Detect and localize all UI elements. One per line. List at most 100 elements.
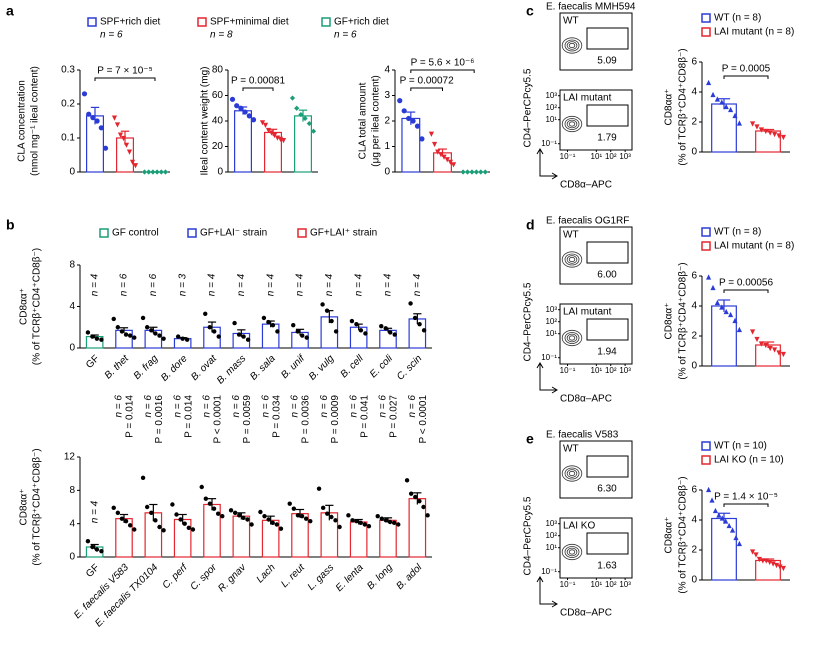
x-tick-label: C. spor [188, 562, 219, 593]
data-point [250, 117, 257, 123]
data-point [421, 328, 427, 333]
contour [566, 41, 578, 50]
data-point [329, 318, 334, 324]
data-point [203, 496, 209, 501]
data-point [261, 315, 267, 321]
data-point [408, 491, 414, 496]
data-point [482, 169, 488, 175]
data-point [94, 547, 100, 552]
y-tick-label: 2 [691, 331, 697, 342]
x-tick-label: 10⁻¹ [560, 366, 576, 375]
x-tick-label: B. unif [279, 352, 308, 381]
data-point [232, 510, 238, 516]
data-point [777, 564, 783, 570]
contour [564, 118, 580, 130]
y-axis-label: CLA concentration [17, 80, 28, 162]
x-axis-label: CD8α–APC [560, 608, 612, 619]
contour [566, 469, 578, 478]
x-tick-label: 10² [605, 152, 617, 161]
data-point [421, 504, 426, 510]
x-tick-label: GF [84, 562, 102, 580]
data-point [237, 513, 242, 518]
data-point [303, 516, 309, 521]
legend-label: GF+LAI⁺ strain [310, 228, 377, 239]
data-point [460, 169, 466, 175]
data-point [266, 319, 271, 325]
data-point [406, 115, 412, 122]
y-tick-label: 3 [384, 90, 390, 101]
data-point [94, 118, 100, 124]
data-point [215, 511, 221, 516]
data-point [425, 513, 430, 518]
data-point [754, 336, 760, 343]
data-point [245, 337, 251, 342]
data-point [162, 169, 169, 175]
y-axis-label: CD8αα⁺ [664, 89, 675, 126]
data-point [750, 549, 756, 555]
data-point [714, 299, 720, 306]
y-axis-label: (% of TCRβ⁺CD4⁺CD8β⁻) [678, 262, 689, 379]
data-point [150, 169, 156, 175]
n-label: n = 6 [114, 395, 125, 418]
data-point [291, 506, 297, 511]
y-tick-label: 0 [217, 167, 223, 178]
y-tick-label: 80 [212, 65, 224, 76]
data-point [401, 108, 407, 114]
n-label: n = 4 [412, 273, 423, 296]
data-point [123, 518, 129, 524]
data-point [354, 321, 359, 327]
legend-n: n = 6 [334, 30, 357, 41]
data-point [780, 565, 786, 572]
data-point [115, 510, 121, 516]
data-point [763, 342, 769, 349]
data-point [324, 308, 330, 313]
legend-label: GF control [112, 228, 159, 239]
data-point [719, 99, 725, 105]
legend-swatch [701, 227, 711, 237]
data-point [126, 149, 133, 155]
contour [568, 121, 576, 127]
data-point [710, 91, 716, 98]
legend-label: SPF+rich diet [100, 17, 161, 28]
data-point [383, 518, 389, 523]
contour [561, 543, 583, 561]
data-point [212, 329, 217, 334]
data-point [379, 324, 384, 329]
contour [568, 470, 576, 477]
data-point [144, 504, 150, 510]
data-point [770, 561, 776, 567]
n-label: n = 6 [319, 395, 330, 418]
legend-swatch [701, 27, 711, 37]
y-tick-label: 10² [545, 103, 557, 112]
y-axis-label: CLA total amount [358, 82, 369, 159]
y-axis-label: (% of TCRβ⁺CD4⁺CD8β⁻) [32, 248, 43, 365]
y-tick-label: 4 [384, 65, 390, 76]
p-label: P < 0.0001 [418, 395, 429, 444]
y-tick-label: 2 [384, 116, 390, 127]
y-tick-label: 0 [69, 552, 75, 563]
data-point [270, 520, 275, 526]
y-tick-label: 6 [691, 485, 697, 496]
legend-n: n = 6 [100, 30, 123, 41]
n-label: n = 6 [148, 273, 159, 296]
data-point [127, 523, 133, 528]
data-point [199, 484, 204, 490]
data-point [129, 159, 136, 165]
data-point [234, 103, 240, 109]
data-point [302, 115, 308, 122]
data-point [111, 505, 116, 511]
x-tick-label: B. cell [339, 353, 367, 381]
data-point [295, 329, 300, 334]
data-point [729, 527, 736, 533]
y-tick-label: 0.3 [61, 65, 75, 76]
data-point [763, 558, 769, 564]
data-point [435, 149, 441, 155]
x-tick-label: B. long [365, 562, 395, 592]
data-point [271, 132, 278, 139]
bar [173, 518, 192, 558]
gate-percent: 1.63 [597, 561, 617, 572]
data-point [723, 518, 729, 524]
data-point [414, 123, 421, 129]
gate [586, 27, 629, 50]
